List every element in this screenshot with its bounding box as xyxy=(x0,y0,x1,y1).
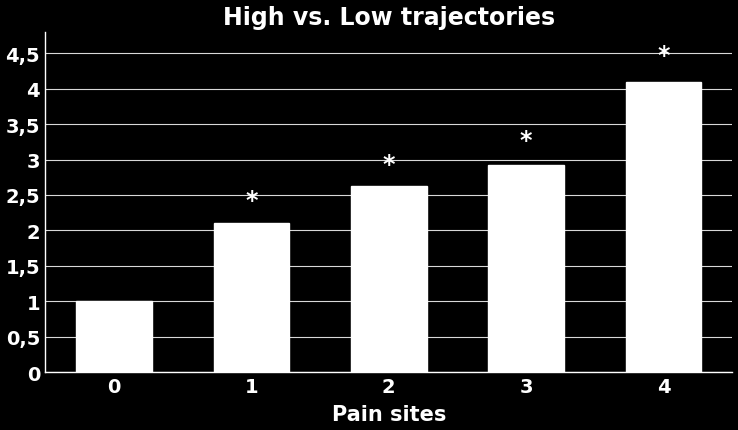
Bar xyxy=(213,224,289,372)
Text: Ref.: Ref. xyxy=(94,317,134,335)
Bar xyxy=(626,82,701,372)
Bar xyxy=(489,166,564,372)
Text: *: * xyxy=(382,153,395,177)
Title: High vs. Low trajectories: High vs. Low trajectories xyxy=(223,6,555,30)
Bar xyxy=(76,301,152,372)
Bar xyxy=(351,187,427,372)
X-axis label: Pain sites: Pain sites xyxy=(331,405,446,424)
Text: *: * xyxy=(657,44,669,68)
Text: *: * xyxy=(245,188,258,212)
Text: *: * xyxy=(520,129,532,152)
